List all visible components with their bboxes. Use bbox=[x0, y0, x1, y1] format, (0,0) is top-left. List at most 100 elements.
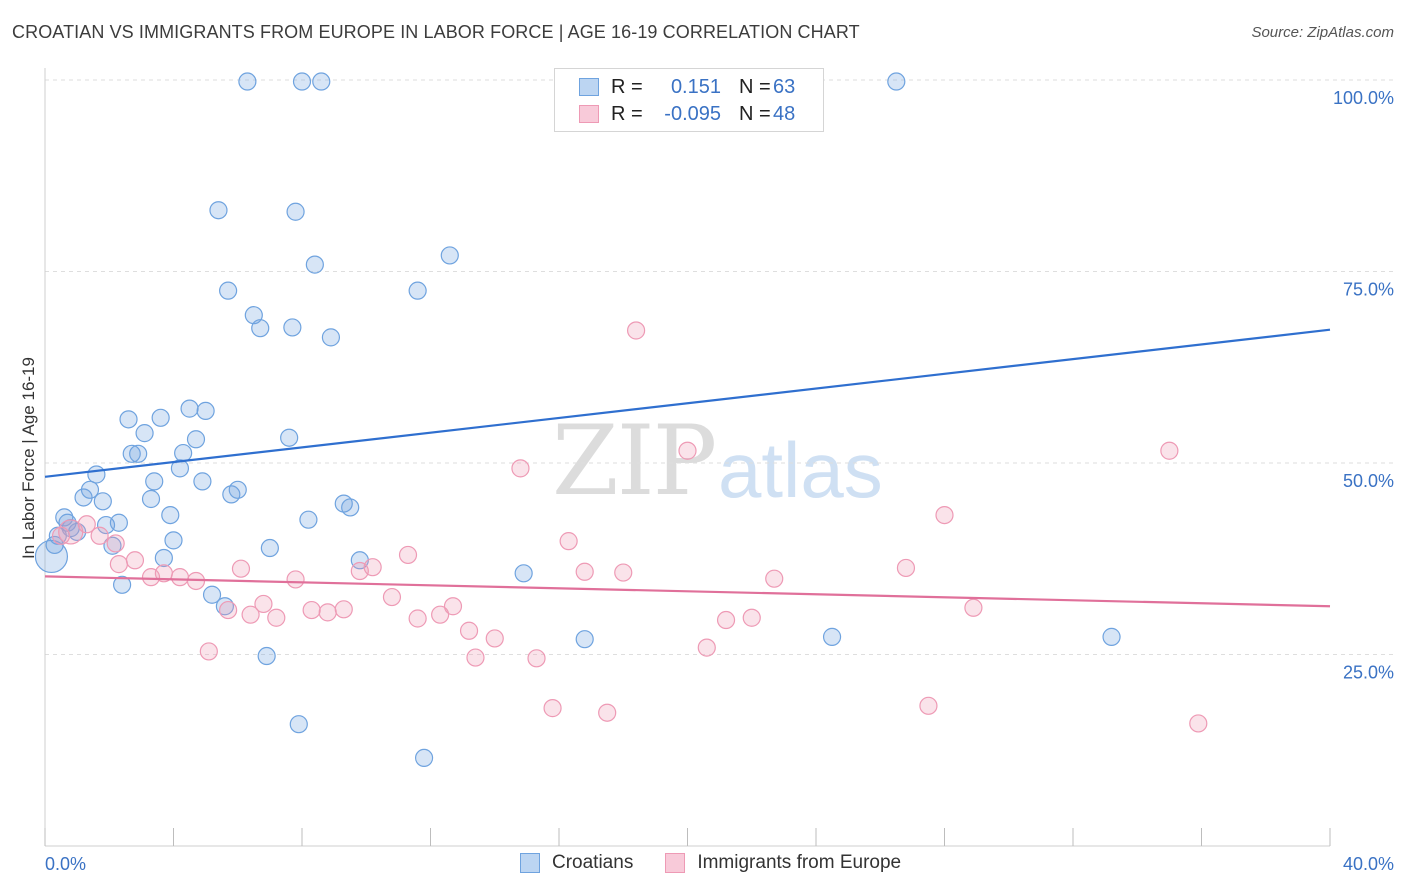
croatians-point bbox=[164, 531, 183, 550]
immigrants-trend-line bbox=[44, 575, 1331, 608]
croatians-point bbox=[822, 627, 842, 646]
croatians-point bbox=[202, 585, 222, 604]
y-tick-label: 75.0% bbox=[1343, 280, 1394, 300]
immigrants-point bbox=[716, 610, 736, 630]
croatians-point bbox=[186, 430, 206, 449]
immigrants-point bbox=[231, 559, 251, 578]
croatians-point bbox=[312, 72, 331, 91]
legend-item-croatians[interactable]: Croatians bbox=[520, 852, 633, 874]
immigrants-point bbox=[543, 699, 562, 718]
immigrants-point bbox=[1160, 441, 1179, 460]
croatians-point bbox=[321, 328, 341, 347]
croatians-point bbox=[55, 508, 74, 527]
trend-lines bbox=[44, 328, 1331, 608]
immigrants-point bbox=[398, 545, 418, 565]
immigrants-point bbox=[302, 600, 321, 620]
croatians-point bbox=[414, 748, 434, 768]
immigrants-point bbox=[697, 638, 716, 657]
croatians-point bbox=[260, 538, 279, 558]
croatians-point bbox=[119, 410, 138, 429]
croatians-point bbox=[286, 202, 305, 221]
immigrants-point bbox=[199, 642, 218, 661]
immigrants-point bbox=[431, 605, 450, 624]
immigrants-point bbox=[334, 600, 353, 619]
croatians-point bbox=[305, 255, 324, 274]
legend-r-value: -0.095 bbox=[664, 102, 721, 125]
croatians-point bbox=[193, 472, 212, 491]
immigrants-point bbox=[459, 621, 479, 640]
y-tick-label: 25.0% bbox=[1343, 663, 1394, 683]
croatians-point bbox=[238, 72, 257, 91]
axes bbox=[44, 68, 1331, 847]
immigrants-point bbox=[466, 648, 485, 667]
y-tick-label: 50.0% bbox=[1343, 471, 1394, 491]
legend-item-immigrants[interactable]: Immigrants from Europe bbox=[665, 852, 901, 874]
immigrants-point bbox=[614, 563, 633, 582]
tick-labels: 25.0% 50.0% 75.0% 100.0% 0.0% 40.0% In Labor F… bbox=[19, 88, 1394, 874]
y-tick-label: 100.0% bbox=[1333, 88, 1394, 108]
croatians-point bbox=[292, 72, 312, 91]
immigrants-point bbox=[896, 558, 916, 578]
immigrants-point bbox=[964, 598, 983, 617]
croatians-point bbox=[129, 444, 148, 463]
croatians-point bbox=[145, 472, 164, 491]
immigrants-point bbox=[51, 526, 71, 545]
legend-n-label: N = bbox=[739, 75, 771, 98]
immigrants-point bbox=[626, 321, 646, 340]
legend-r-label: R = bbox=[611, 75, 643, 98]
immigrants-point bbox=[919, 696, 938, 715]
legend-r-label: R = bbox=[611, 102, 643, 125]
croatians-point bbox=[289, 715, 308, 734]
correlation-legend: R = 0.151 N = 63 R = -0.095 N = 48 bbox=[554, 68, 824, 132]
croatians-point bbox=[408, 281, 427, 300]
data-points bbox=[34, 72, 1208, 768]
immigrants-point bbox=[485, 629, 504, 648]
croatians-point bbox=[103, 536, 122, 555]
watermark-atlas: atlas bbox=[718, 426, 883, 514]
legend-n-value: 63 bbox=[773, 75, 796, 98]
immigrants-point bbox=[575, 562, 594, 581]
legend-swatch-immigrants bbox=[579, 105, 599, 123]
croatians-point bbox=[87, 465, 106, 484]
croatians-point bbox=[209, 201, 228, 220]
croatians-point bbox=[93, 492, 112, 511]
immigrants-point bbox=[443, 597, 463, 616]
croatians-trend-line bbox=[44, 328, 1331, 478]
immigrants-point bbox=[382, 587, 402, 607]
croatians-point bbox=[887, 72, 906, 91]
legend-label-croatians: Croatians bbox=[552, 852, 634, 873]
immigrants-point bbox=[77, 515, 96, 534]
immigrants-point bbox=[109, 555, 128, 574]
chart-title: CROATIAN VS IMMIGRANTS FROM EUROPE IN LA… bbox=[12, 22, 860, 42]
croatians-point bbox=[161, 505, 180, 525]
x-tick-label: 0.0% bbox=[45, 854, 86, 874]
immigrants-point bbox=[742, 608, 761, 627]
croatians-point bbox=[180, 399, 199, 418]
immigrants-point bbox=[286, 570, 305, 589]
croatians-point bbox=[283, 318, 302, 337]
immigrants-point bbox=[318, 603, 337, 622]
croatians-point bbox=[341, 498, 360, 517]
croatians-point bbox=[1102, 627, 1121, 646]
legend-swatch-croatians bbox=[579, 78, 599, 96]
x-tick-label: 40.0% bbox=[1343, 854, 1394, 874]
y-axis-title: In Labor Force | Age 16-19 bbox=[19, 357, 38, 559]
immigrants-point bbox=[90, 526, 109, 545]
croatians-point bbox=[196, 401, 215, 421]
croatians-point bbox=[222, 485, 241, 504]
immigrants-point bbox=[559, 532, 578, 551]
legend-swatch-croatians bbox=[520, 853, 540, 873]
croatians-point bbox=[257, 646, 276, 666]
croatians-point bbox=[80, 480, 100, 499]
croatians-point bbox=[112, 575, 132, 594]
legend-r-value: 0.151 bbox=[670, 75, 721, 98]
immigrants-point bbox=[1189, 714, 1208, 733]
croatians-point bbox=[135, 424, 154, 443]
croatians-point bbox=[174, 443, 193, 463]
source-label: Source: ZipAtlas.com bbox=[1251, 24, 1394, 41]
immigrants-point bbox=[170, 568, 190, 587]
immigrants-point bbox=[765, 569, 784, 588]
croatians-point bbox=[154, 548, 173, 568]
croatians-point bbox=[109, 513, 128, 532]
